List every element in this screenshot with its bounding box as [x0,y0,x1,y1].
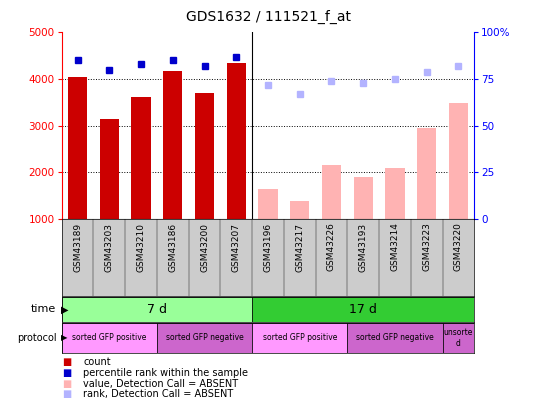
Bar [163,70,182,219]
Text: protocol: protocol [17,333,56,343]
Bar [157,323,252,353]
Text: sorted GFP positive: sorted GFP positive [263,333,337,343]
Bar [354,177,373,219]
Bar [322,165,341,219]
Text: sorted GFP positive: sorted GFP positive [72,333,146,343]
Text: GSM43220: GSM43220 [454,223,463,271]
Text: GSM43186: GSM43186 [168,223,177,272]
Text: GSM43214: GSM43214 [391,223,399,271]
Text: GDS1632 / 111521_f_at: GDS1632 / 111521_f_at [185,10,351,24]
Bar [62,323,157,353]
Bar [252,297,474,322]
Bar [68,77,87,219]
Bar [252,323,347,353]
Text: sorted GFP negative: sorted GFP negative [356,333,434,343]
Bar [417,128,436,219]
Bar [443,323,474,353]
Text: rank, Detection Call = ABSENT: rank, Detection Call = ABSENT [83,389,233,399]
Text: count: count [83,358,111,367]
Bar [100,119,119,219]
Bar [62,297,252,322]
Text: 17 d: 17 d [349,303,377,316]
Text: GSM43210: GSM43210 [137,223,145,271]
Text: GSM43193: GSM43193 [359,223,368,272]
Bar [385,168,405,219]
Text: GSM43226: GSM43226 [327,223,336,271]
Bar [347,323,443,353]
Text: unsorte
d: unsorte d [444,328,473,347]
Text: ■: ■ [62,389,71,399]
Text: value, Detection Call = ABSENT: value, Detection Call = ABSENT [83,379,238,388]
Text: ■: ■ [62,368,71,378]
Text: GSM43189: GSM43189 [73,223,82,272]
Text: 7 d: 7 d [147,303,167,316]
Text: GSM43223: GSM43223 [422,223,431,271]
Text: percentile rank within the sample: percentile rank within the sample [83,368,248,378]
Text: ▶: ▶ [61,305,68,314]
Text: GSM43207: GSM43207 [232,223,241,271]
Text: sorted GFP negative: sorted GFP negative [166,333,243,343]
Bar [290,201,309,219]
Text: ■: ■ [62,379,71,388]
Text: GSM43217: GSM43217 [295,223,304,271]
Bar [227,63,246,219]
Bar [131,97,151,219]
Text: GSM43196: GSM43196 [264,223,272,272]
Bar [449,103,468,219]
Text: ▶: ▶ [61,333,67,343]
Bar [258,189,278,219]
Text: GSM43200: GSM43200 [200,223,209,271]
Text: time: time [31,305,56,314]
Bar [195,93,214,219]
Text: ■: ■ [62,358,71,367]
Text: GSM43203: GSM43203 [105,223,114,271]
